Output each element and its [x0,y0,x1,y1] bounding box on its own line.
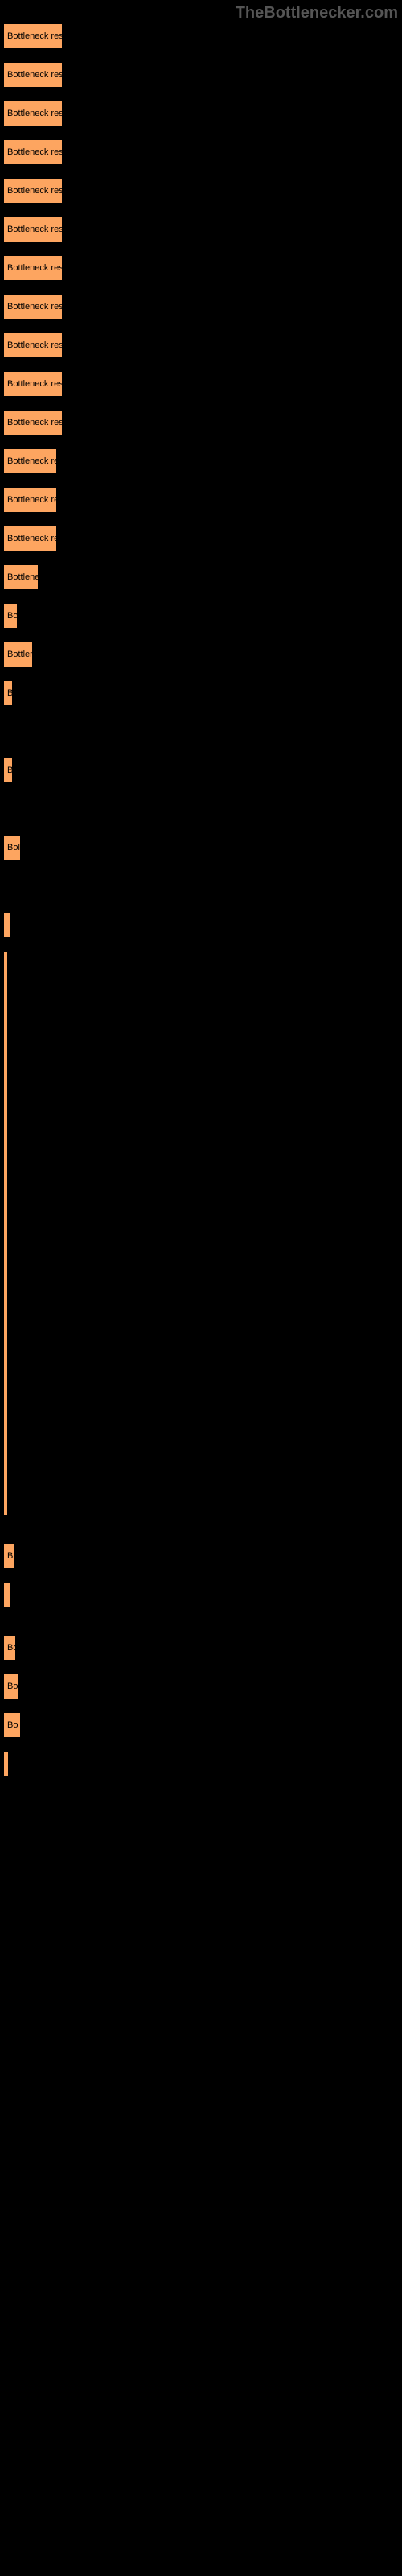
chart-bar[interactable]: Bottleneck resu [4,295,62,319]
chart-bar[interactable]: B [4,758,12,782]
chart-bar[interactable]: Bottleneck re [4,526,56,551]
chart-bar[interactable]: Bo [4,1636,15,1660]
chart-bar[interactable]: Bottlene [4,565,38,589]
chart-bar[interactable] [4,1752,8,1776]
chart-bar[interactable]: Bottleneck resul [4,179,62,203]
chart-bar[interactable]: Bol [4,836,20,860]
chart-bar[interactable]: Bottleneck resu [4,140,62,164]
chart-bar[interactable] [4,913,10,937]
bar-chart: Bottleneck result Bottleneck result Bottle… [0,0,402,2576]
chart-bar[interactable]: Bo [4,1713,20,1737]
chart-bar[interactable] [4,1583,10,1607]
chart-bar[interactable]: Bottleneck result [4,63,62,87]
chart-bar[interactable]: B [4,1544,14,1568]
chart-bar[interactable] [4,952,7,1515]
chart-bar[interactable]: Bottleneck result [4,24,62,48]
chart-bar[interactable]: Bottleneck re [4,488,56,512]
chart-bar[interactable]: Bottleneck rest [4,217,62,242]
chart-bar[interactable]: Bottleneck resu [4,372,62,396]
chart-bar[interactable]: Bottleneck resu [4,101,62,126]
chart-bar[interactable]: Bo [4,604,17,628]
chart-bar[interactable]: B [4,681,12,705]
chart-bar[interactable]: Bottleneck resu [4,333,62,357]
chart-bar[interactable]: Bottleneck resul [4,256,62,280]
chart-bar[interactable]: Bo [4,1674,18,1699]
chart-bar[interactable]: Bottler [4,642,32,667]
chart-bar[interactable]: Bottleneck re [4,449,56,473]
chart-bar[interactable]: Bottleneck res [4,411,62,435]
